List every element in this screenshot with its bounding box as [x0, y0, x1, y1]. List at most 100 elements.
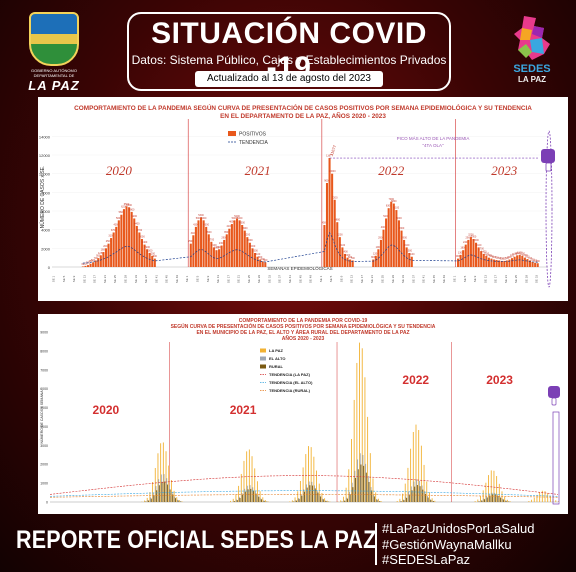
bar-la-paz [326, 500, 328, 502]
coat-of-arms-icon [29, 12, 79, 66]
bar-el-alto [254, 491, 256, 502]
bar-la-paz [168, 465, 170, 502]
bar-el-alto [308, 481, 310, 502]
x-tick-label: SE 29 [257, 275, 261, 284]
bar [333, 199, 336, 267]
bar-rural [312, 485, 314, 502]
bar-la-paz [555, 500, 557, 502]
trend-line [49, 490, 559, 497]
bar-el-alto [400, 501, 402, 502]
y-tick-label: 3000 [40, 444, 48, 448]
bar-rural [508, 501, 510, 502]
bar-data-label: 2900 [401, 236, 407, 239]
bar [151, 255, 154, 267]
bar-la-paz [265, 500, 266, 502]
bar-rural [363, 465, 365, 502]
y-tick-label: 8000 [40, 349, 48, 353]
bar-la-paz [372, 478, 374, 502]
bar [110, 238, 113, 267]
bar-data-label: 1000 [486, 254, 492, 257]
bar-data-label: 950 [510, 255, 515, 258]
bar [349, 259, 352, 267]
bar-la-paz [165, 451, 167, 502]
bar-la-paz [498, 483, 500, 502]
bar-rural [433, 501, 434, 502]
bar-la-paz [267, 501, 269, 502]
bar [390, 201, 393, 267]
bar-data-label: 800 [258, 256, 263, 259]
bar-data-label: 950 [96, 255, 101, 258]
year-label: 2021 [230, 403, 257, 417]
hashtag-item[interactable]: #SEDESLaPaz [382, 552, 471, 567]
bar-el-alto [488, 494, 490, 502]
x-tick-label: SE 5 [195, 275, 199, 282]
sedes-name: SEDES [513, 63, 551, 75]
bar-la-paz [480, 496, 481, 502]
bar [220, 245, 223, 267]
x-tick-label: SE 13 [483, 275, 487, 284]
bar [341, 247, 344, 267]
bar [510, 258, 514, 267]
y-tick-label: 4000 [41, 228, 51, 233]
bar [351, 260, 354, 267]
bar-el-alto [233, 500, 235, 502]
bar [236, 218, 239, 267]
gov-name: LA PAZ [28, 78, 80, 93]
bar-data-label: 3900 [242, 227, 248, 230]
bar-data-label: 1800 [214, 247, 220, 250]
bar-data-label: 1800 [460, 247, 466, 250]
bar-la-paz [353, 399, 355, 502]
bar-data-label: 650 [502, 257, 507, 260]
bar [328, 158, 331, 267]
bar-el-alto [155, 486, 157, 502]
bar-el-alto [416, 479, 418, 502]
bar [120, 214, 123, 267]
x-tick-label: SE 1 [319, 275, 323, 282]
bar-data-label: 1600 [101, 249, 107, 252]
bar [130, 211, 133, 267]
peak-annotation: "4TA OLA" [422, 143, 444, 148]
bar [392, 203, 395, 267]
bar-rural [306, 487, 308, 502]
bar-data-label: 2100 [340, 244, 346, 247]
bar-data-label: 700 [351, 257, 356, 260]
bar [490, 258, 493, 267]
bar-la-paz [302, 467, 304, 502]
bar [148, 253, 151, 267]
bar-rural [368, 481, 370, 502]
bar [89, 263, 92, 267]
bar-data-label: 1400 [342, 250, 348, 253]
bar-la-paz [160, 443, 162, 502]
bar-la-paz [324, 498, 326, 502]
bar-el-alto [343, 500, 345, 502]
bar-rural [357, 469, 359, 502]
bar-data-label: 5000 [237, 217, 243, 220]
page-subtitle: Datos: Sistema Público, Cajas y Establec… [131, 53, 447, 67]
x-tick-label: SE 9 [473, 275, 477, 282]
bar-data-label: 5000 [196, 217, 202, 220]
bar [210, 241, 213, 267]
bar-la-paz [380, 501, 382, 502]
bar-rural [148, 500, 150, 502]
year-label: 2022 [378, 163, 405, 178]
bar-rural [352, 487, 354, 502]
x-tick-label: SE 41 [422, 275, 426, 284]
bar-data-label: 5300 [198, 214, 204, 217]
x-tick-label: SE 45 [298, 275, 302, 284]
x-tick-label: SE 29 [391, 275, 395, 284]
bar-data-label: 3000 [139, 236, 145, 239]
hashtag-item[interactable]: #GestiónWaynaMallku [382, 536, 512, 552]
y-tick-label: 14000 [39, 134, 51, 139]
bar-el-alto [354, 470, 356, 502]
bar [248, 242, 251, 267]
bar-rural [298, 498, 300, 502]
bar [518, 254, 521, 267]
bar-la-paz [294, 497, 296, 502]
bar-data-label: 1300 [517, 251, 523, 254]
bar [459, 254, 462, 267]
x-tick-label: SE 25 [381, 275, 385, 284]
hashtag-item[interactable]: #LaPazUnidosPorLaSalud [382, 521, 535, 536]
bar-rural [156, 490, 158, 502]
bar-data-label: 5000 [232, 217, 238, 220]
bar-data-label: 5600 [119, 211, 125, 214]
